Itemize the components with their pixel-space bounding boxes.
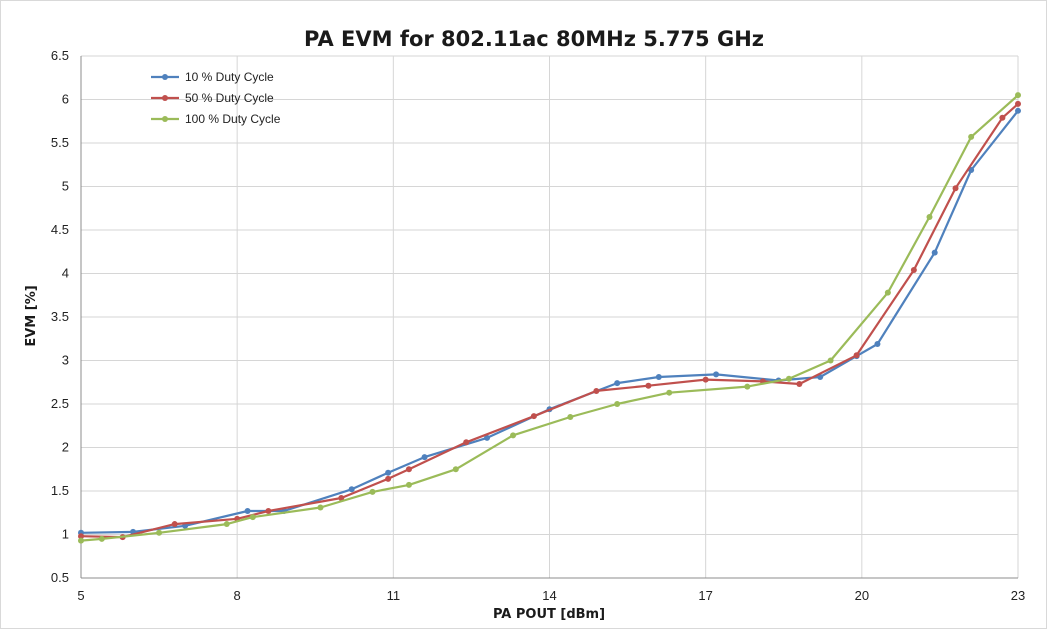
data-point — [463, 439, 470, 446]
data-point — [98, 535, 105, 542]
data-point — [530, 413, 537, 420]
data-point — [796, 380, 803, 387]
chart-title: PA EVM for 802.11ac 80MHz 5.775 GHz — [304, 27, 764, 51]
x-tick-label: 5 — [77, 588, 84, 603]
x-tick-label: 23 — [1011, 588, 1025, 603]
series-line — [80, 94, 1019, 542]
data-point — [249, 514, 256, 521]
data-point — [999, 114, 1006, 121]
data-point — [452, 466, 459, 473]
data-point — [421, 454, 428, 461]
data-point — [223, 521, 230, 528]
y-tick-label: 1.5 — [51, 483, 69, 498]
data-point — [78, 537, 84, 544]
data-point — [1015, 92, 1021, 99]
y-tick-label: 4 — [62, 266, 69, 281]
x-tick-label: 14 — [542, 588, 556, 603]
data-point — [348, 486, 355, 493]
x-tick-label: 8 — [234, 588, 241, 603]
data-point — [884, 289, 891, 296]
data-point — [385, 475, 392, 482]
y-tick-label: 5 — [62, 179, 69, 194]
x-tick-label: 11 — [387, 588, 401, 603]
legend-marker — [162, 116, 168, 122]
data-point — [317, 504, 324, 511]
data-point — [484, 434, 491, 441]
legend-label: 10 % Duty Cycle — [185, 70, 274, 84]
data-point — [265, 508, 272, 515]
data-point — [952, 185, 959, 192]
series-group — [78, 100, 1021, 541]
data-point — [785, 375, 792, 382]
series-line — [80, 103, 1019, 539]
data-point — [702, 376, 709, 383]
data-point — [666, 389, 673, 396]
data-point — [645, 382, 652, 389]
data-point — [931, 249, 938, 256]
y-tick-label: 1 — [62, 527, 69, 542]
data-point — [567, 414, 574, 421]
data-point — [853, 352, 860, 359]
legend: 10 % Duty Cycle 50 % Duty Cycle 100 % Duty… — [151, 70, 281, 126]
data-point — [156, 529, 163, 536]
y-tick-label: 5.5 — [51, 135, 69, 150]
series-layer — [78, 92, 1021, 544]
data-point — [78, 533, 84, 540]
data-point — [614, 401, 621, 407]
data-point — [244, 508, 251, 515]
data-point — [1015, 107, 1021, 114]
tick-layer: 0.5 1 1.5 2 2.5 3 3.5 4 4.5 5 5.5 6 6.5 5 8 11 14 17 20 23 — [51, 48, 1025, 603]
data-point — [968, 133, 975, 140]
y-tick-label: 6 — [62, 92, 69, 107]
y-tick-label: 3.5 — [51, 309, 69, 324]
legend-label: 100 % Duty Cycle — [185, 112, 281, 126]
data-point — [614, 380, 621, 387]
data-point — [655, 374, 662, 381]
legend-label: 50 % Duty Cycle — [185, 91, 274, 105]
x-tick-label: 20 — [855, 588, 869, 603]
grid-layer — [80, 55, 1019, 579]
y-tick-label: 3 — [62, 353, 69, 368]
data-point — [405, 481, 412, 488]
y-tick-label: 2 — [62, 440, 69, 455]
data-point — [744, 383, 751, 390]
y-axis-title: EVM [%] — [24, 285, 39, 346]
y-tick-label: 0.5 — [51, 570, 69, 585]
data-point — [385, 469, 392, 476]
legend-marker — [162, 74, 168, 80]
data-point — [827, 357, 834, 364]
x-axis-title: PA POUT [dBm] — [493, 607, 605, 622]
data-point — [171, 521, 178, 528]
data-point — [593, 387, 600, 394]
data-point — [713, 371, 720, 378]
y-tick-label: 6.5 — [51, 48, 69, 63]
legend-marker — [162, 95, 168, 101]
series-group — [78, 92, 1021, 544]
y-tick-label: 4.5 — [51, 222, 69, 237]
data-point — [910, 267, 917, 274]
x-tick-label: 17 — [698, 588, 712, 603]
data-point — [369, 488, 376, 495]
data-point — [405, 466, 412, 473]
data-point — [510, 432, 517, 439]
data-point — [874, 340, 881, 347]
data-point — [338, 494, 345, 501]
data-point — [926, 213, 933, 220]
y-tick-label: 2.5 — [51, 396, 69, 411]
data-point — [1015, 100, 1021, 107]
